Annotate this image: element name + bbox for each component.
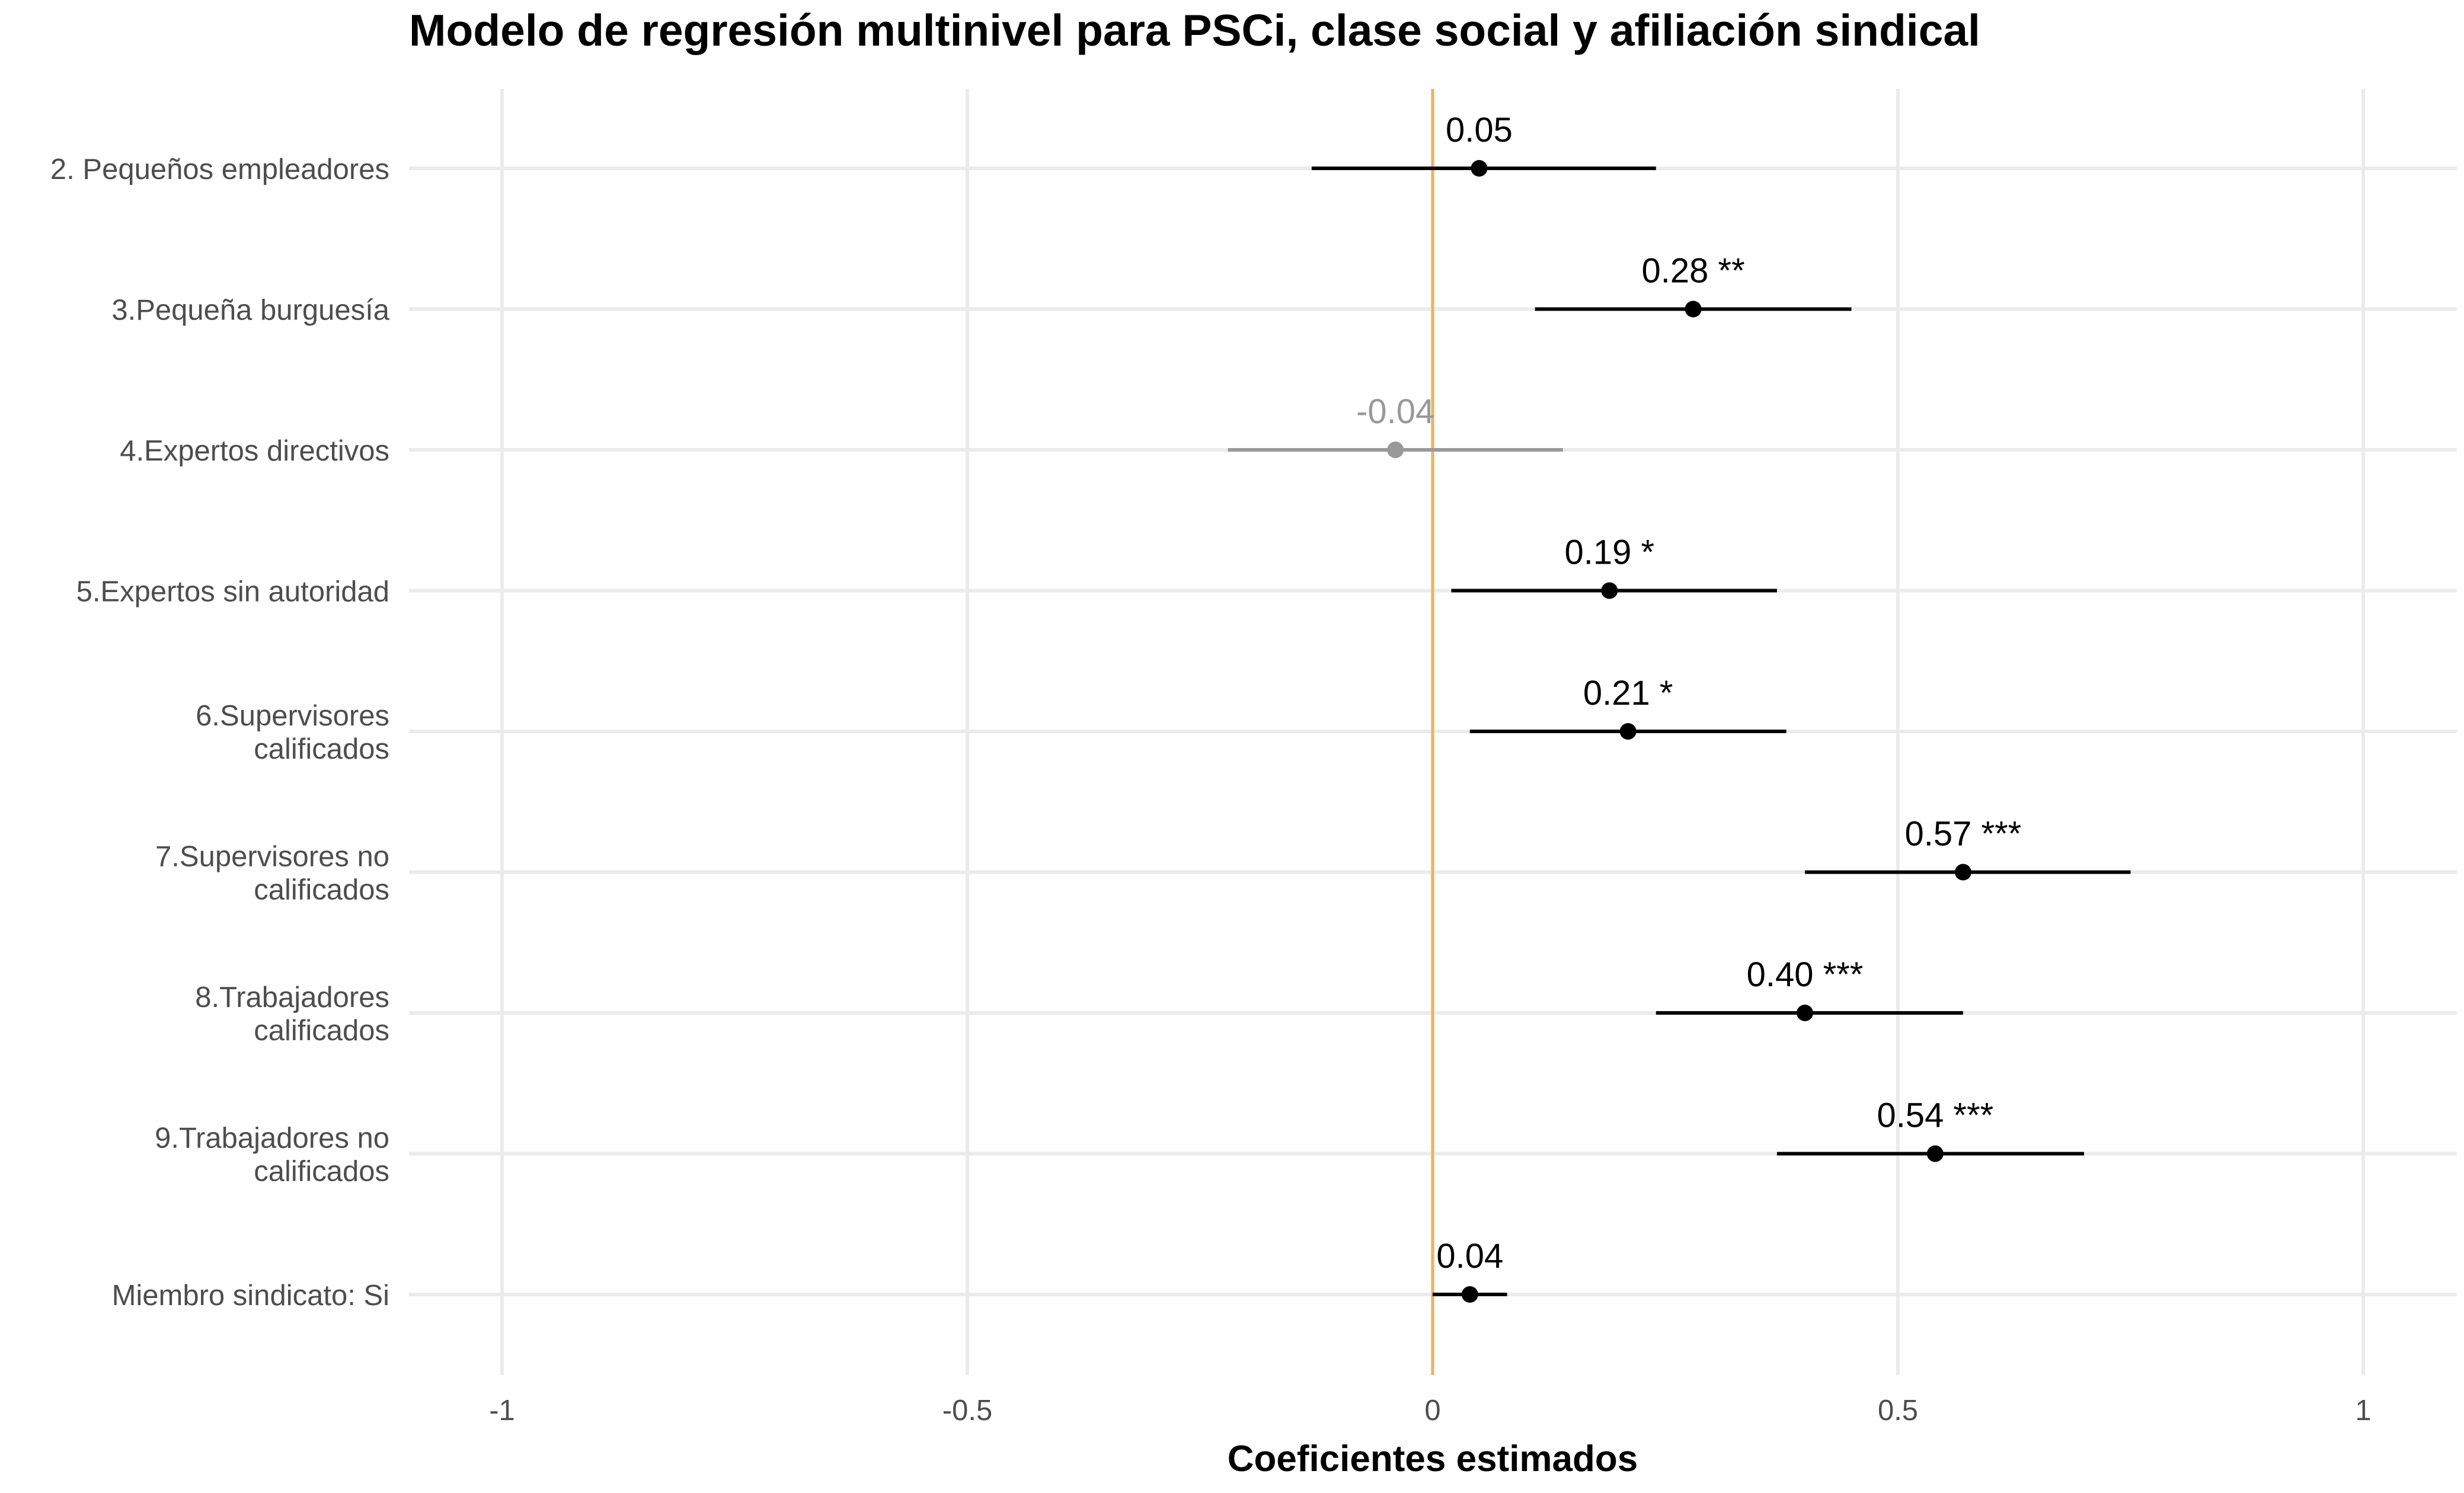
estimate-point (1685, 300, 1702, 318)
estimate-point (1387, 442, 1404, 458)
category-label-line: 4.Expertos directivos (120, 435, 389, 467)
category-label-line: 6.Supervisores (196, 700, 389, 732)
category-label: 5.Expertos sin autoridad (76, 576, 389, 608)
value-label: 0.05 (1446, 111, 1513, 149)
estimate-point (1797, 1005, 1813, 1021)
category-label-line: 2. Pequeños empleadores (50, 154, 389, 186)
chart-title: Modelo de regresión multinivel para PSCi… (409, 5, 1980, 55)
category-label: 7.Supervisores no calificados (155, 841, 389, 906)
estimate-point (1471, 160, 1488, 177)
value-label: 0.57 *** (1905, 815, 2022, 853)
x-tick-label: 1 (2355, 1395, 2371, 1427)
category-label: Miembro sindicato: Si (112, 1280, 389, 1312)
category-label-line: 3.Pequeña burguesía (111, 295, 389, 327)
category-label-line: calificados (254, 1015, 389, 1047)
value-label: 0.40 *** (1747, 955, 1864, 994)
category-label-line: 5.Expertos sin autoridad (76, 576, 389, 608)
category-label-line: calificados (254, 874, 389, 906)
value-label: -0.04 (1356, 392, 1434, 431)
category-label: 3.Pequeña burguesía (111, 295, 389, 327)
estimate-point (1954, 864, 1971, 881)
category-label-line: Miembro sindicato: Si (112, 1280, 389, 1312)
category-label-line: 7.Supervisores no (155, 841, 389, 873)
x-axis-title: Coeficientes estimados (1228, 1438, 1638, 1479)
category-label-line: calificados (254, 1156, 389, 1188)
category-label: 9.Trabajadores no calificados (155, 1123, 389, 1188)
category-label-line: 9.Trabajadores no (155, 1123, 389, 1155)
estimate-points (1387, 160, 1971, 1303)
value-label: 0.28 ** (1642, 252, 1745, 290)
x-tick-labels: -1 -0.5 0 0.5 1 (489, 1395, 2371, 1427)
x-tick-label: -1 (489, 1395, 515, 1427)
category-label: 6.Supervisores calificados (196, 700, 389, 765)
category-labels: 2. Pequeños empleadores 3.Pequeña burgues… (50, 154, 390, 1312)
x-tick-label: 0.5 (1878, 1395, 1918, 1427)
category-label: 4.Expertos directivos (120, 435, 389, 467)
estimate-point (1926, 1145, 1944, 1162)
value-labels: 0.05 0.28 ** -0.04 0.19 * 0.21 * 0.57 *** 0.40… (1356, 111, 2021, 1275)
category-label-line: 8.Trabajadores (195, 982, 389, 1014)
value-label: 0.19 * (1565, 533, 1655, 572)
estimate-point (1619, 723, 1637, 740)
value-label: 0.54 *** (1877, 1096, 1993, 1135)
category-label: 2. Pequeños empleadores (50, 154, 389, 186)
value-label: 0.04 (1436, 1237, 1503, 1275)
estimate-point (1601, 582, 1618, 599)
estimate-point (1461, 1286, 1478, 1303)
category-label-line: calificados (254, 733, 389, 765)
x-tick-label: -0.5 (942, 1395, 992, 1427)
value-label: 0.21 * (1583, 674, 1673, 712)
category-label: 8.Trabajadores calificados (195, 982, 389, 1047)
x-tick-label: 0 (1424, 1395, 1440, 1427)
